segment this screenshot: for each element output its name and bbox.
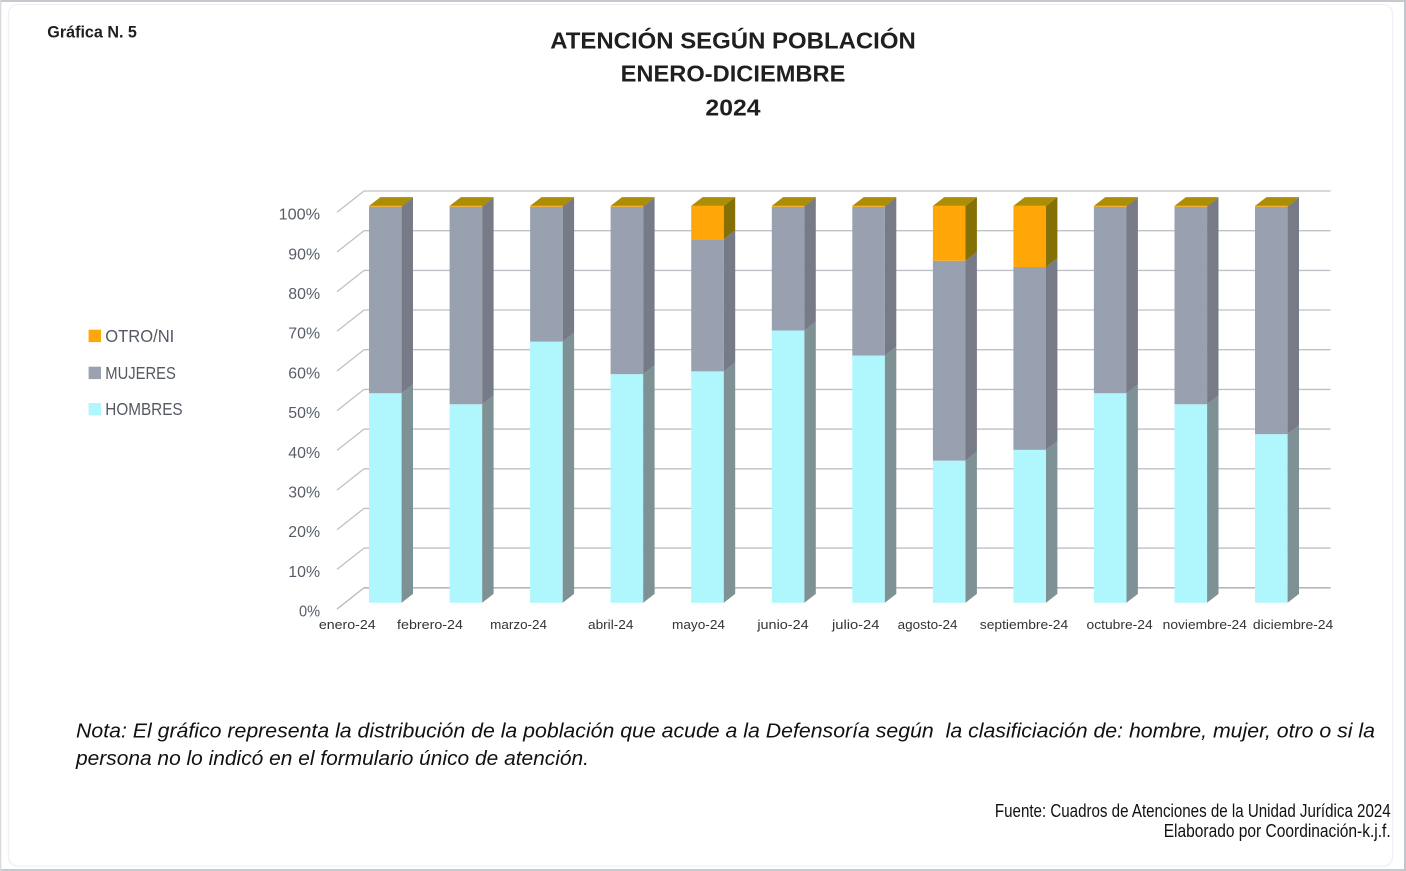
svg-text:septiembre-24: septiembre-24 bbox=[980, 617, 1068, 632]
svg-text:febrero-24: febrero-24 bbox=[397, 617, 463, 632]
svg-text:ENERO-DICIEMBRE: ENERO-DICIEMBRE bbox=[621, 61, 846, 87]
svg-text:MUJERES: MUJERES bbox=[105, 363, 176, 383]
svg-text:70%: 70% bbox=[288, 326, 320, 343]
svg-text:agosto-24: agosto-24 bbox=[898, 617, 958, 632]
svg-text:ATENCIÓN SEGÚN POBLACIÓN: ATENCIÓN SEGÚN POBLACIÓN bbox=[550, 27, 916, 54]
svg-text:60%: 60% bbox=[288, 365, 320, 382]
svg-text:junio-24: junio-24 bbox=[756, 617, 808, 632]
svg-text:90%: 90% bbox=[288, 246, 320, 263]
svg-text:40%: 40% bbox=[288, 445, 320, 462]
svg-text:Fuente: Cuadros de Atenciones: Fuente: Cuadros de Atenciones de la Unid… bbox=[995, 801, 1391, 821]
svg-text:julio-24: julio-24 bbox=[831, 617, 880, 632]
svg-text:Gráfica N. 5: Gráfica N. 5 bbox=[47, 23, 137, 42]
svg-text:10%: 10% bbox=[288, 564, 320, 581]
svg-text:20%: 20% bbox=[288, 524, 320, 541]
svg-text:HOMBRES: HOMBRES bbox=[105, 399, 182, 419]
svg-text:mayo-24: mayo-24 bbox=[672, 617, 725, 632]
svg-text:50%: 50% bbox=[288, 405, 320, 422]
svg-text:30%: 30% bbox=[288, 485, 320, 502]
svg-text:OTRO/NI: OTRO/NI bbox=[105, 326, 174, 346]
svg-text:marzo-24: marzo-24 bbox=[490, 617, 547, 632]
svg-text:diciembre-24: diciembre-24 bbox=[1253, 617, 1333, 632]
svg-text:persona no lo indicó en el for: persona no lo indicó en el formulario ún… bbox=[75, 747, 589, 770]
svg-text:0%: 0% bbox=[299, 604, 320, 621]
svg-text:100%: 100% bbox=[279, 207, 321, 224]
svg-text:octubre-24: octubre-24 bbox=[1087, 617, 1153, 632]
svg-text:abril-24: abril-24 bbox=[588, 617, 633, 632]
svg-text:Nota: El gráfico representa la: Nota: El gráfico representa la distribuc… bbox=[76, 719, 1375, 742]
svg-text:enero-24: enero-24 bbox=[319, 617, 376, 632]
svg-text:noviembre-24: noviembre-24 bbox=[1163, 617, 1247, 632]
svg-text:2024: 2024 bbox=[705, 95, 760, 121]
svg-text:Elaborado por Coordinación-k.j: Elaborado por Coordinación-k.j.f. bbox=[1164, 821, 1391, 841]
svg-text:80%: 80% bbox=[288, 286, 320, 303]
